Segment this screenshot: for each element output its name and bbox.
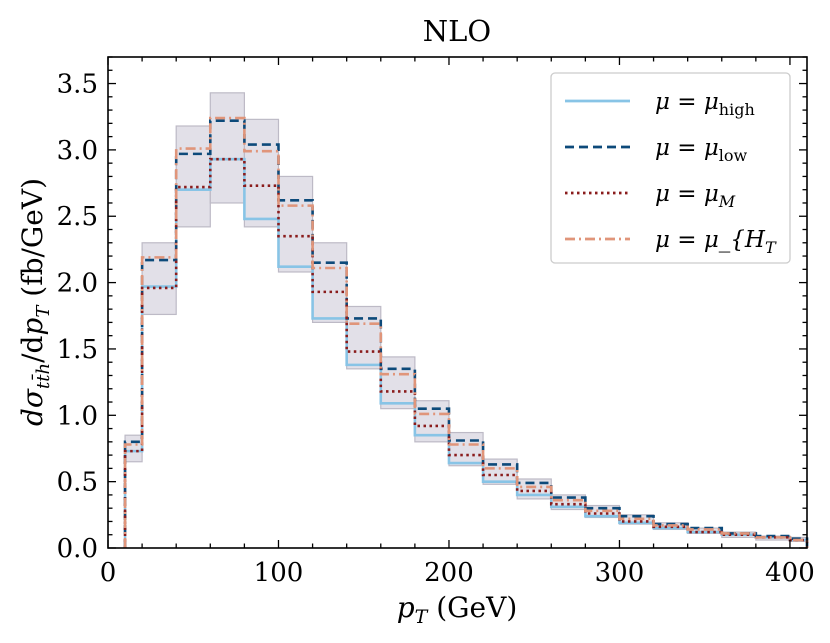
x-tick-label: 100	[254, 558, 304, 588]
band-bin	[141, 242, 177, 316]
band-bin	[209, 92, 245, 204]
series-layer	[123, 116, 809, 548]
y-tick-label: 3.0	[57, 136, 98, 166]
band-bin	[311, 242, 348, 324]
legend-box	[550, 72, 791, 264]
series-line-2	[123, 119, 809, 548]
y-tick-label: 1.0	[57, 401, 98, 431]
y-tick-label: 1.5	[57, 335, 98, 365]
band-bin	[277, 175, 314, 273]
series-line-1	[123, 157, 809, 548]
x-tick-label: 400	[765, 558, 815, 588]
band-bin	[124, 434, 143, 463]
band-bin	[243, 118, 280, 228]
y-tick-label: 0.0	[57, 534, 98, 564]
x-axis-label: pT (GeV)	[397, 591, 518, 628]
legend-label-3: μ = μM	[655, 181, 736, 211]
band-bin	[448, 431, 484, 467]
x-tick-label: 300	[595, 558, 645, 588]
y-tick-label: 3.5	[57, 70, 98, 100]
band-bin	[175, 125, 211, 228]
legend-label-4: μ = μ_{HT	[655, 227, 777, 257]
band-bin	[380, 356, 416, 410]
series-line-4	[123, 116, 809, 548]
legend: μ = μhigh μ = μlow μ = μM μ = μ_{HT	[550, 72, 791, 264]
x-tick-label: 0	[100, 558, 117, 588]
legend-label-2: μ = μlow	[655, 135, 748, 165]
legend-label-1: μ = μhigh	[655, 89, 755, 119]
y-tick-label: 0.5	[57, 468, 98, 498]
tick-layer: 0 100 200 300 400 0.0 0.5 1.0 1.5 2.0 2.5 3.0 3.5	[57, 56, 815, 588]
band-bin	[346, 305, 382, 370]
chart-title: NLO	[423, 14, 491, 48]
x-tick-label: 200	[424, 558, 474, 588]
y-axis-label: dσtt̄h/dpT (fb/GeV)	[16, 178, 54, 426]
y-tick-label: 2.0	[57, 269, 98, 299]
plot-frame	[107, 56, 808, 549]
y-tick-label: 2.5	[57, 202, 98, 232]
